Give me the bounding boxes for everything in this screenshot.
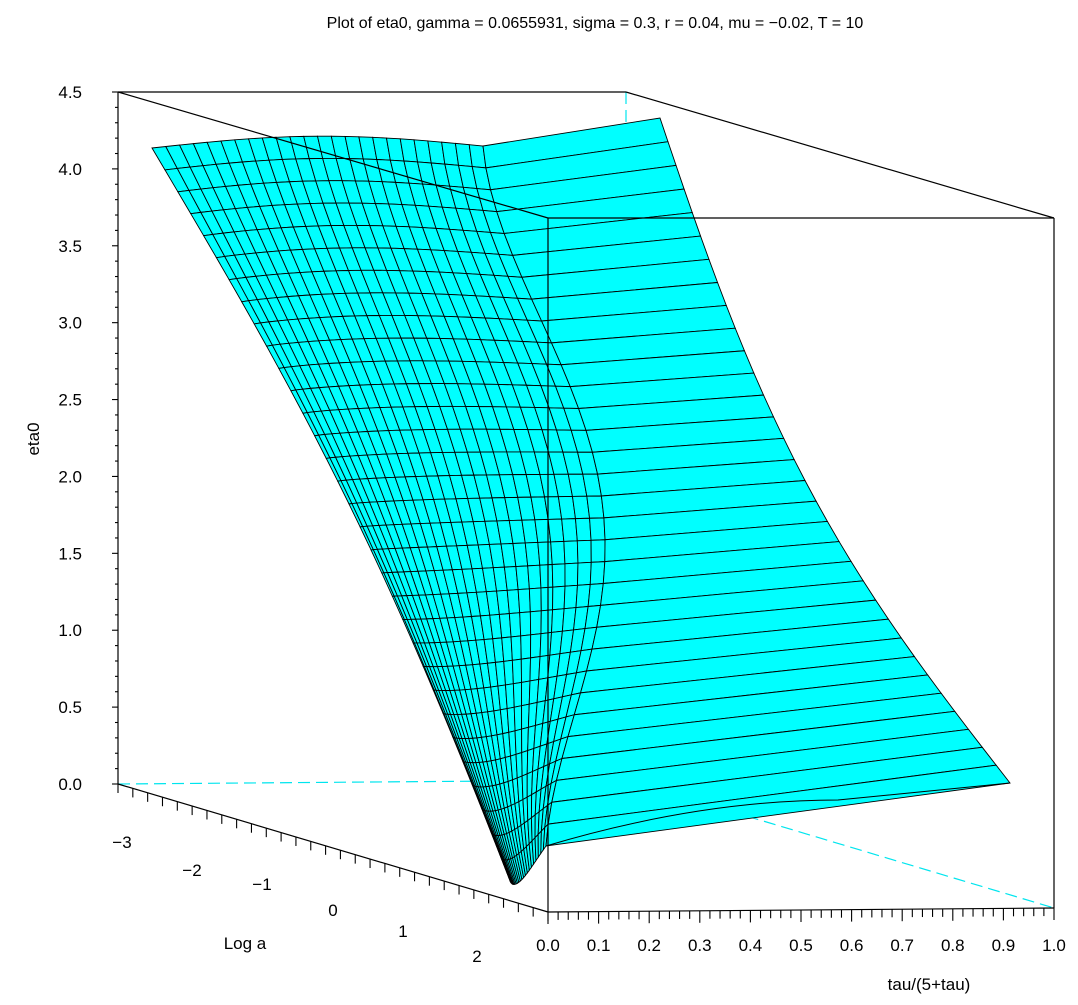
y-tick-label: 0.6 xyxy=(840,936,864,955)
y-axis: 0.0 0.1 0.2 0.3 0.4 0.5 0.6 0.7 0.8 0.9 1.0 xyxy=(536,908,1066,955)
surface-patch xyxy=(503,659,514,686)
surface-patch xyxy=(508,612,522,638)
z-tick-label: 0.5 xyxy=(58,698,82,717)
surface-mesh xyxy=(151,117,1011,886)
surface-patch xyxy=(501,636,513,662)
z-axis-label: eta0 xyxy=(24,422,43,455)
surface-patch xyxy=(506,706,516,733)
z-tick-label: 2.0 xyxy=(58,467,82,486)
y-tick-label: 0.9 xyxy=(992,936,1016,955)
x-tick-label: 1 xyxy=(398,922,407,941)
z-tick-label: 4.0 xyxy=(58,160,82,179)
surface-patch xyxy=(590,539,606,563)
surface-patch xyxy=(527,564,542,590)
surface-patch xyxy=(520,634,532,660)
y-tick-label: 0.5 xyxy=(789,936,813,955)
surface-patch xyxy=(517,588,531,614)
x-tick-label: 2 xyxy=(472,947,481,966)
surface-patch xyxy=(547,518,565,543)
surface-patch xyxy=(540,586,554,612)
y-tick-label: 0.0 xyxy=(536,936,560,955)
surface-patch xyxy=(526,793,533,822)
y-axis-label: tau/(5+tau) xyxy=(888,975,971,994)
y-tick-label: 0.2 xyxy=(637,936,661,955)
surface-patch xyxy=(540,609,554,635)
x-axis-label: Log a xyxy=(224,934,267,953)
surface-patch xyxy=(519,611,532,637)
surface-front-edge xyxy=(545,782,1011,847)
surface-patch xyxy=(513,705,523,732)
surface-patch xyxy=(521,749,529,777)
y-tick-label: 0.8 xyxy=(941,936,965,955)
surface-patch xyxy=(506,589,521,615)
x-axis: −3 −2 −1 0 1 2 xyxy=(112,784,549,966)
surface-patch xyxy=(521,680,531,707)
surface-patch xyxy=(552,585,566,611)
surface-patch xyxy=(511,658,522,685)
z-tick-label: 0.0 xyxy=(58,775,82,794)
z-axis: 0.0 0.5 1.0 1.5 2.0 2.5 3.0 3.5 4.0 4.5 xyxy=(58,83,118,794)
chart-title: Plot of eta0, gamma = 0.0655931, sigma =… xyxy=(327,15,864,32)
z-tick-label: 4.5 xyxy=(58,83,82,102)
surface-patch xyxy=(589,517,606,541)
y-tick-label: 0.3 xyxy=(688,936,712,955)
surface-patch xyxy=(550,540,566,565)
y-tick-label: 0.7 xyxy=(890,936,914,955)
surface-patch xyxy=(520,657,531,683)
x-tick-label: −1 xyxy=(252,875,271,894)
surface-patch xyxy=(515,565,530,591)
surface-patch xyxy=(524,541,541,567)
surface-patch xyxy=(539,564,554,589)
x-tick-label: 0 xyxy=(328,901,337,920)
surface-patch xyxy=(510,635,522,661)
z-tick-label: 2.5 xyxy=(58,391,82,410)
y-tick-label: 1.0 xyxy=(1042,936,1066,955)
surface-patch xyxy=(574,517,592,542)
surface-patch xyxy=(528,587,542,613)
y-tick-label: 0.4 xyxy=(739,936,763,955)
z-tick-label: 3.5 xyxy=(58,237,82,256)
surface-patch xyxy=(563,584,578,610)
x-tick-label: −3 xyxy=(112,833,131,852)
box-frame xyxy=(117,91,1055,913)
surface-patch xyxy=(551,563,566,588)
surface-patch xyxy=(521,773,528,801)
surface-patch xyxy=(576,539,592,564)
z-tick-label: 3.0 xyxy=(58,314,82,333)
surface-patch xyxy=(505,683,515,710)
surface-patch xyxy=(529,610,542,636)
surface-patch xyxy=(512,681,523,708)
surface-patch xyxy=(514,728,523,755)
surface-patch xyxy=(561,518,578,542)
x-tick-label: −2 xyxy=(182,861,201,880)
surface-patch xyxy=(577,561,592,586)
surface-patch xyxy=(530,633,542,659)
surface-patch xyxy=(515,751,523,779)
z-tick-label: 1.5 xyxy=(58,544,82,563)
surface-patch xyxy=(563,540,579,565)
y-tick-label: 0.1 xyxy=(587,936,611,955)
surface-patch xyxy=(564,562,579,587)
z-tick-label: 1.0 xyxy=(58,621,82,640)
surface-patch xyxy=(589,561,606,585)
surface-patch xyxy=(537,541,553,566)
